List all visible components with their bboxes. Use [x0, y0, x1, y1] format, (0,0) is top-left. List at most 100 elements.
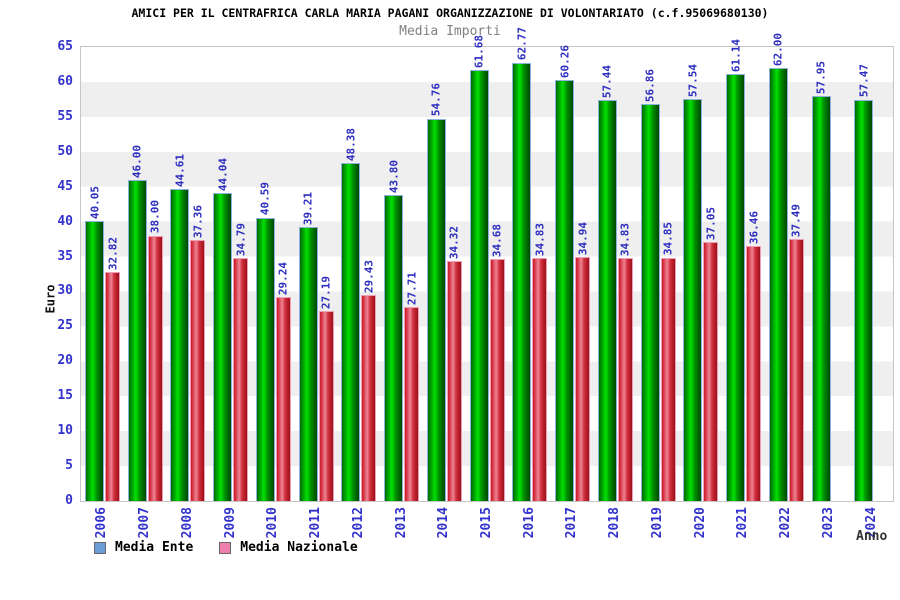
value-label-media-ente-2021: 61.14: [729, 38, 743, 72]
x-tick-2008: 2008: [179, 507, 195, 539]
bar-media-ente-2024: 57.47: [854, 64, 874, 501]
y-tick-20: 20: [57, 353, 73, 369]
x-tick-2018: 2018: [607, 507, 623, 539]
value-label-media-ente-2009: 44.04: [216, 158, 230, 192]
chart-subtitle: Media Importi: [399, 24, 501, 39]
bar-media-nazionale-2018: 34.83: [617, 223, 633, 501]
legend-item-0: Media Ente: [94, 540, 193, 555]
y-tick-55: 55: [57, 108, 73, 124]
value-label-media-ente-2020: 57.54: [686, 63, 700, 98]
value-label-media-nazionale-2008: 37.36: [191, 204, 205, 239]
bar-media-ente-2016: 62.77: [512, 27, 532, 501]
value-label-media-ente-2017: 60.26: [558, 44, 572, 79]
value-label-media-nazionale-2020: 37.05: [704, 207, 718, 241]
bar-media-ente-2017: 60.26: [555, 45, 575, 501]
value-label-media-ente-2010: 40.59: [258, 182, 272, 216]
value-label-media-nazionale-2011: 27.19: [319, 275, 333, 310]
x-tick-2006: 2006: [94, 507, 110, 539]
bar-group-2015: 61.68 34.68 2015: [466, 35, 509, 538]
x-tick-2012: 2012: [350, 507, 366, 539]
value-label-media-nazionale-2010: 29.24: [276, 261, 290, 295]
bar-media-ente-2011: 39.21: [298, 192, 318, 501]
y-tick-60: 60: [57, 73, 73, 89]
bar-media-ente-2018: 57.44: [597, 65, 617, 501]
bar-group-2016: 62.77 34.83 2016: [508, 27, 551, 538]
value-label-media-nazionale-2019: 34.85: [661, 222, 675, 256]
x-tick-2014: 2014: [436, 507, 452, 539]
value-label-media-ente-2011: 39.21: [301, 192, 315, 226]
value-label-media-nazionale-2021: 36.46: [747, 211, 761, 245]
y-tick-50: 50: [57, 143, 73, 159]
x-tick-2019: 2019: [649, 507, 665, 539]
bar-media-nazionale-2021: 36.46: [746, 211, 762, 501]
bar-media-ente-2019: 56.86: [640, 69, 660, 501]
x-axis-label: Anno: [856, 529, 888, 544]
value-label-media-nazionale-2012: 29.43: [362, 260, 376, 294]
value-label-media-nazionale-2006: 32.82: [106, 236, 119, 270]
value-label-media-ente-2022: 62.00: [771, 32, 785, 66]
y-tick-25: 25: [57, 318, 73, 334]
bar-group-2022: 62.00 37.49 2022: [765, 33, 808, 538]
bar-group-2008: 44.61 37.36 2008: [166, 47, 209, 538]
bar-media-nazionale-2020: 37.05: [703, 207, 719, 501]
legend-item-1: Media Nazionale: [219, 540, 358, 555]
value-label-media-nazionale-2009: 34.79: [234, 222, 248, 257]
bar-media-nazionale-2016: 34.83: [532, 223, 548, 501]
bar-group-2019: 56.86 34.85 2019: [637, 47, 680, 538]
value-label-media-nazionale-2018: 34.83: [618, 222, 632, 256]
x-tick-2010: 2010: [265, 507, 281, 539]
bar-media-nazionale-2015: 34.68: [489, 224, 505, 501]
value-label-media-nazionale-2022: 37.49: [789, 204, 803, 238]
plot-area: 0 5 10 15 20 25 30 35 40 45 50 55 60 65 40.05 32.82 2006…: [57, 27, 894, 538]
value-label-media-ente-2007: 46.00: [130, 144, 144, 178]
value-label-media-ente-2006: 40.05: [88, 186, 101, 220]
chart-title: AMICI PER IL CENTRAFRICA CARLA MARIA PAG…: [131, 6, 769, 20]
value-label-media-nazionale-2015: 34.68: [490, 223, 504, 257]
bar-media-ente-2009: 44.04: [213, 158, 233, 501]
bar-media-nazionale-2014: 34.32: [446, 226, 462, 501]
bar-group-2020: 57.54 37.05 2020: [679, 47, 722, 538]
y-tick-45: 45: [57, 178, 73, 194]
x-tick-2023: 2023: [820, 507, 836, 539]
x-tick-2015: 2015: [478, 507, 494, 539]
bar-media-ente-2023: 57.95: [811, 61, 831, 501]
x-tick-2016: 2016: [521, 507, 537, 539]
y-tick-30: 30: [57, 283, 73, 299]
y-tick-65: 65: [57, 39, 73, 54]
bar-media-ente-2015: 61.68: [469, 35, 489, 501]
value-label-media-ente-2014: 54.76: [429, 83, 443, 117]
bar-media-ente-2014: 54.76: [426, 83, 446, 501]
value-label-media-ente-2019: 56.86: [643, 68, 657, 102]
x-tick-2022: 2022: [778, 507, 794, 539]
legend: Media Ente Media Nazionale: [94, 540, 384, 555]
value-label-media-nazionale-2017: 34.94: [576, 221, 590, 255]
legend-label: Media Nazionale: [240, 540, 358, 555]
y-tick-0: 0: [65, 493, 73, 508]
x-tick-2009: 2009: [222, 507, 238, 539]
bar-media-ente-2022: 62.00: [768, 33, 788, 501]
y-tick-10: 10: [57, 423, 73, 439]
x-tick-2011: 2011: [308, 507, 324, 539]
y-tick-35: 35: [57, 248, 73, 264]
value-label-media-ente-2018: 57.44: [600, 64, 614, 98]
bar-group-2024: 57.47 2024: [850, 47, 893, 538]
value-label-media-ente-2016: 62.77: [515, 27, 529, 61]
value-label-media-ente-2024: 57.47: [857, 64, 871, 98]
bar-media-ente-2010: 40.59: [255, 182, 275, 501]
x-tick-2017: 2017: [564, 507, 580, 539]
bar-media-nazionale-2017: 34.94: [575, 222, 591, 501]
bar-group-2006: 40.05 32.82 2006: [81, 47, 124, 538]
legend-label: Media Ente: [115, 540, 194, 555]
bar-group-2007: 46.00 38.00 2007: [124, 47, 167, 538]
bar-group-2017: 60.26 34.94 2017: [551, 45, 594, 538]
bar-group-2010: 40.59 29.24 2010: [252, 47, 295, 538]
bar-media-nazionale-2009: 34.79: [233, 223, 249, 501]
legend-swatch-icon: [219, 541, 232, 554]
bar-media-nazionale-2022: 37.49: [788, 204, 804, 501]
bar-media-ente-2007: 46.00: [127, 145, 147, 501]
value-label-media-ente-2012: 48.38: [344, 127, 358, 162]
bar-media-nazionale-2010: 29.24: [275, 262, 291, 501]
bar-group-2023: 57.95 2023: [808, 47, 851, 538]
bar-media-ente-2006: 40.05: [85, 186, 104, 501]
x-tick-2007: 2007: [137, 507, 153, 539]
